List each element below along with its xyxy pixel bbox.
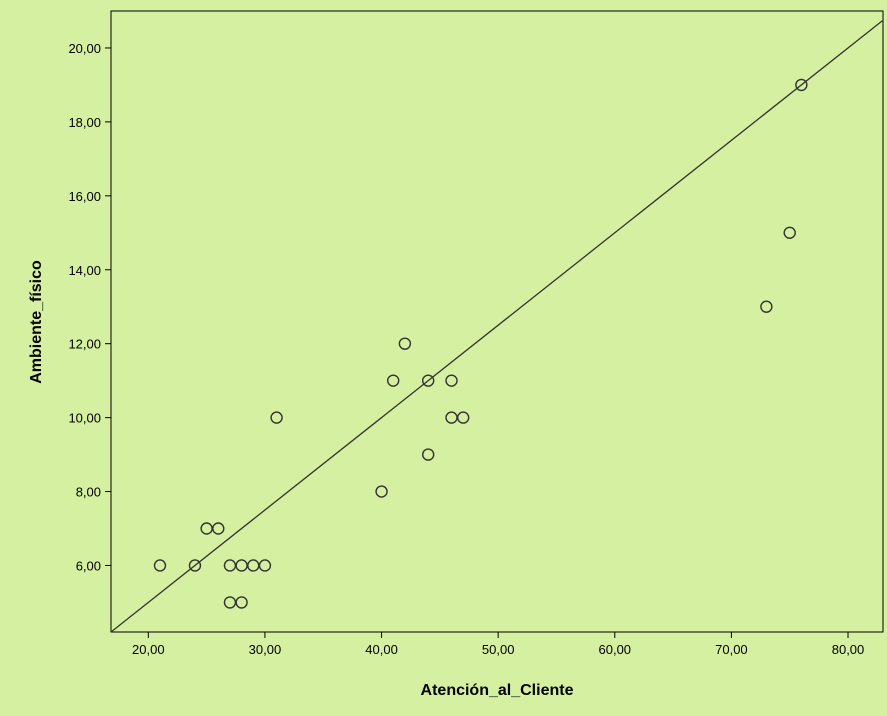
x-tick-label: 60,00 bbox=[599, 642, 632, 657]
x-tick-label: 80,00 bbox=[832, 642, 865, 657]
reference-line bbox=[110, 19, 884, 633]
data-point bbox=[188, 559, 202, 572]
data-point bbox=[421, 448, 435, 461]
y-tick-label: 20,00 bbox=[68, 41, 101, 56]
x-tick-label: 50,00 bbox=[482, 642, 515, 657]
data-points bbox=[153, 78, 808, 609]
data-point bbox=[387, 374, 400, 387]
data-point bbox=[421, 374, 435, 387]
data-point bbox=[456, 411, 470, 424]
x-tick-label: 30,00 bbox=[249, 642, 282, 657]
data-point bbox=[760, 300, 773, 313]
x-tick-label: 70,00 bbox=[715, 642, 748, 657]
data-point bbox=[153, 559, 167, 572]
y-axis-title: Ambiente_físico bbox=[28, 260, 45, 384]
data-point bbox=[398, 337, 412, 350]
data-point bbox=[212, 522, 225, 535]
data-point bbox=[445, 374, 458, 387]
y-tick-label: 18,00 bbox=[68, 115, 101, 130]
x-tick-label: 20,00 bbox=[132, 642, 165, 657]
data-point bbox=[375, 485, 388, 498]
data-point bbox=[795, 78, 808, 92]
y-tick-label: 8,00 bbox=[76, 485, 101, 500]
x-axis: 20,00 30,00 40,00 50,00 60,00 70,00 80,00 bbox=[132, 632, 864, 657]
y-tick-label: 16,00 bbox=[68, 189, 101, 204]
plot-frame bbox=[110, 10, 884, 633]
y-tick-label: 10,00 bbox=[68, 411, 101, 426]
y-axis: 6,00 8,00 10,00 12,00 14,00 16,00 18,00 20,00 bbox=[68, 41, 111, 573]
y-tick-label: 12,00 bbox=[68, 337, 101, 352]
data-point bbox=[270, 411, 283, 424]
data-point bbox=[258, 559, 272, 572]
data-point bbox=[783, 226, 796, 239]
y-tick-label: 14,00 bbox=[68, 263, 101, 278]
x-tick-label: 40,00 bbox=[365, 642, 398, 657]
data-point bbox=[235, 596, 248, 609]
x-axis-title: Atención_al_Cliente bbox=[421, 682, 574, 699]
y-tick-label: 6,00 bbox=[76, 558, 101, 573]
